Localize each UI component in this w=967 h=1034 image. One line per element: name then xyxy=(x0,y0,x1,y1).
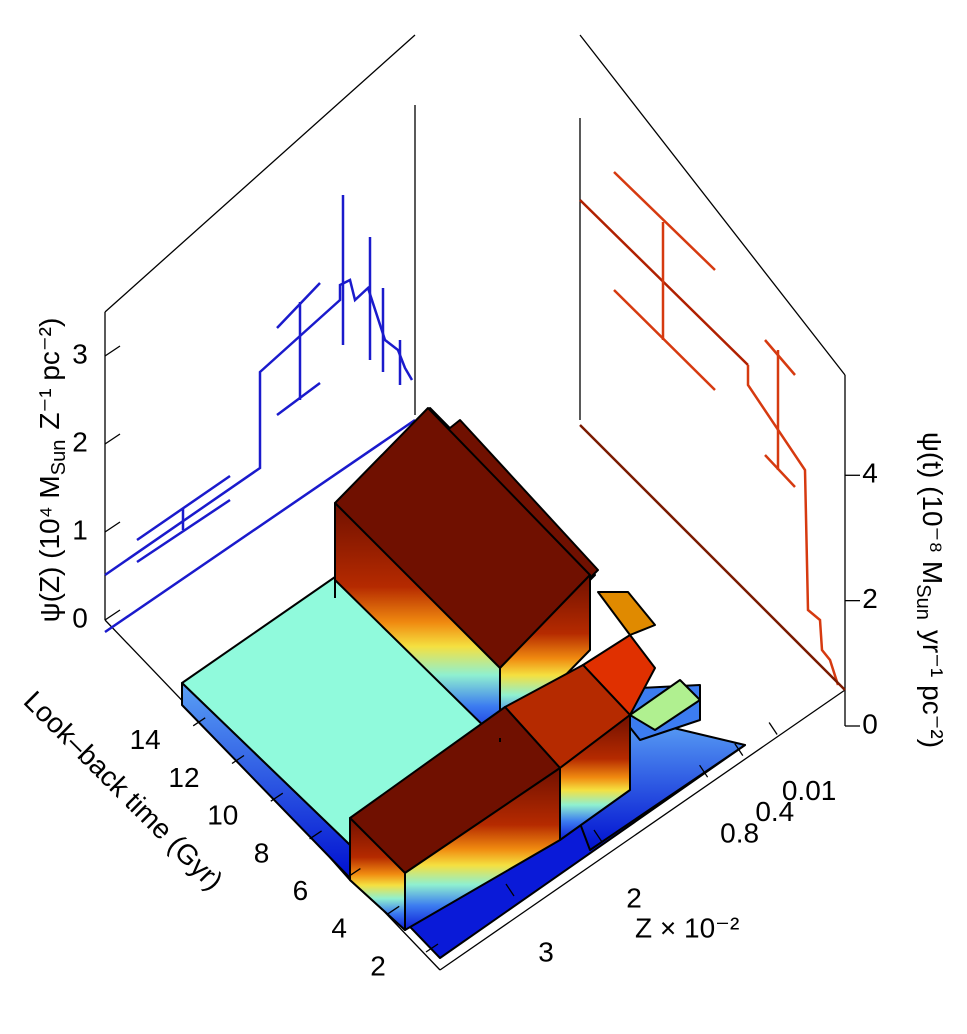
y-tick xyxy=(104,345,121,357)
right-projection xyxy=(579,171,846,691)
z-tick-label: 3 xyxy=(538,936,554,967)
y-tick xyxy=(104,521,121,533)
y-title-sub: Sun xyxy=(48,440,70,476)
y2-tick-label: 0 xyxy=(862,708,878,739)
x-tick-label: 10 xyxy=(207,800,238,831)
z-tick-label: 0.4 xyxy=(755,796,794,827)
y2-tick-label: 2 xyxy=(862,583,878,614)
y-tick xyxy=(104,433,121,445)
z-axis-title: Z × 10⁻² xyxy=(635,912,739,943)
y2-tick-label: 4 xyxy=(862,458,878,489)
y-tick-label: 3 xyxy=(72,338,88,369)
x-tick xyxy=(270,792,284,802)
y2-title-main: ψ(t) (10⁻⁸ M xyxy=(917,432,948,584)
z-tick-label: 0.01 xyxy=(782,775,837,806)
x-tick-label: 14 xyxy=(130,724,161,755)
x-tick-label: 12 xyxy=(168,762,199,793)
y-tick xyxy=(104,609,121,621)
y-tick-label: 2 xyxy=(72,426,88,457)
x-tick-label: 6 xyxy=(293,875,309,906)
z-tick-label: 2 xyxy=(626,882,642,913)
x-tick-label: 8 xyxy=(254,837,270,868)
y2-title-sub: Sun xyxy=(912,584,934,620)
z-tick xyxy=(699,764,709,778)
y-tick-label: 1 xyxy=(72,514,88,545)
y2-axis-title: ψ(t) (10⁻⁸ MSun yr⁻¹ pc⁻²) xyxy=(912,432,948,748)
left-projection xyxy=(104,195,416,634)
y-axis-title: ψ(Z) (10⁴ MSun Z⁻¹ pc⁻²) xyxy=(34,318,70,623)
z-tick xyxy=(768,722,778,735)
x-tick xyxy=(425,943,439,953)
z-tick-label: 0.8 xyxy=(720,818,759,849)
z-tick xyxy=(734,743,744,756)
x-tick xyxy=(192,717,206,727)
x-tick xyxy=(386,905,400,915)
x-tick xyxy=(348,868,361,878)
z-tick xyxy=(505,883,515,897)
y-title-main: ψ(Z) (10⁴ M xyxy=(34,475,65,622)
lego-boxes xyxy=(181,407,746,959)
x-tick xyxy=(309,830,322,840)
x-tick xyxy=(231,754,245,765)
y-title-rest: Z⁻¹ pc⁻²) xyxy=(34,318,65,430)
y-tick-label: 0 xyxy=(72,602,88,633)
x-tick-label: 4 xyxy=(331,913,347,944)
y2-title-rest: yr⁻¹ pc⁻²) xyxy=(917,630,948,748)
x-tick-label: 2 xyxy=(370,950,386,981)
z-tick xyxy=(593,829,603,843)
